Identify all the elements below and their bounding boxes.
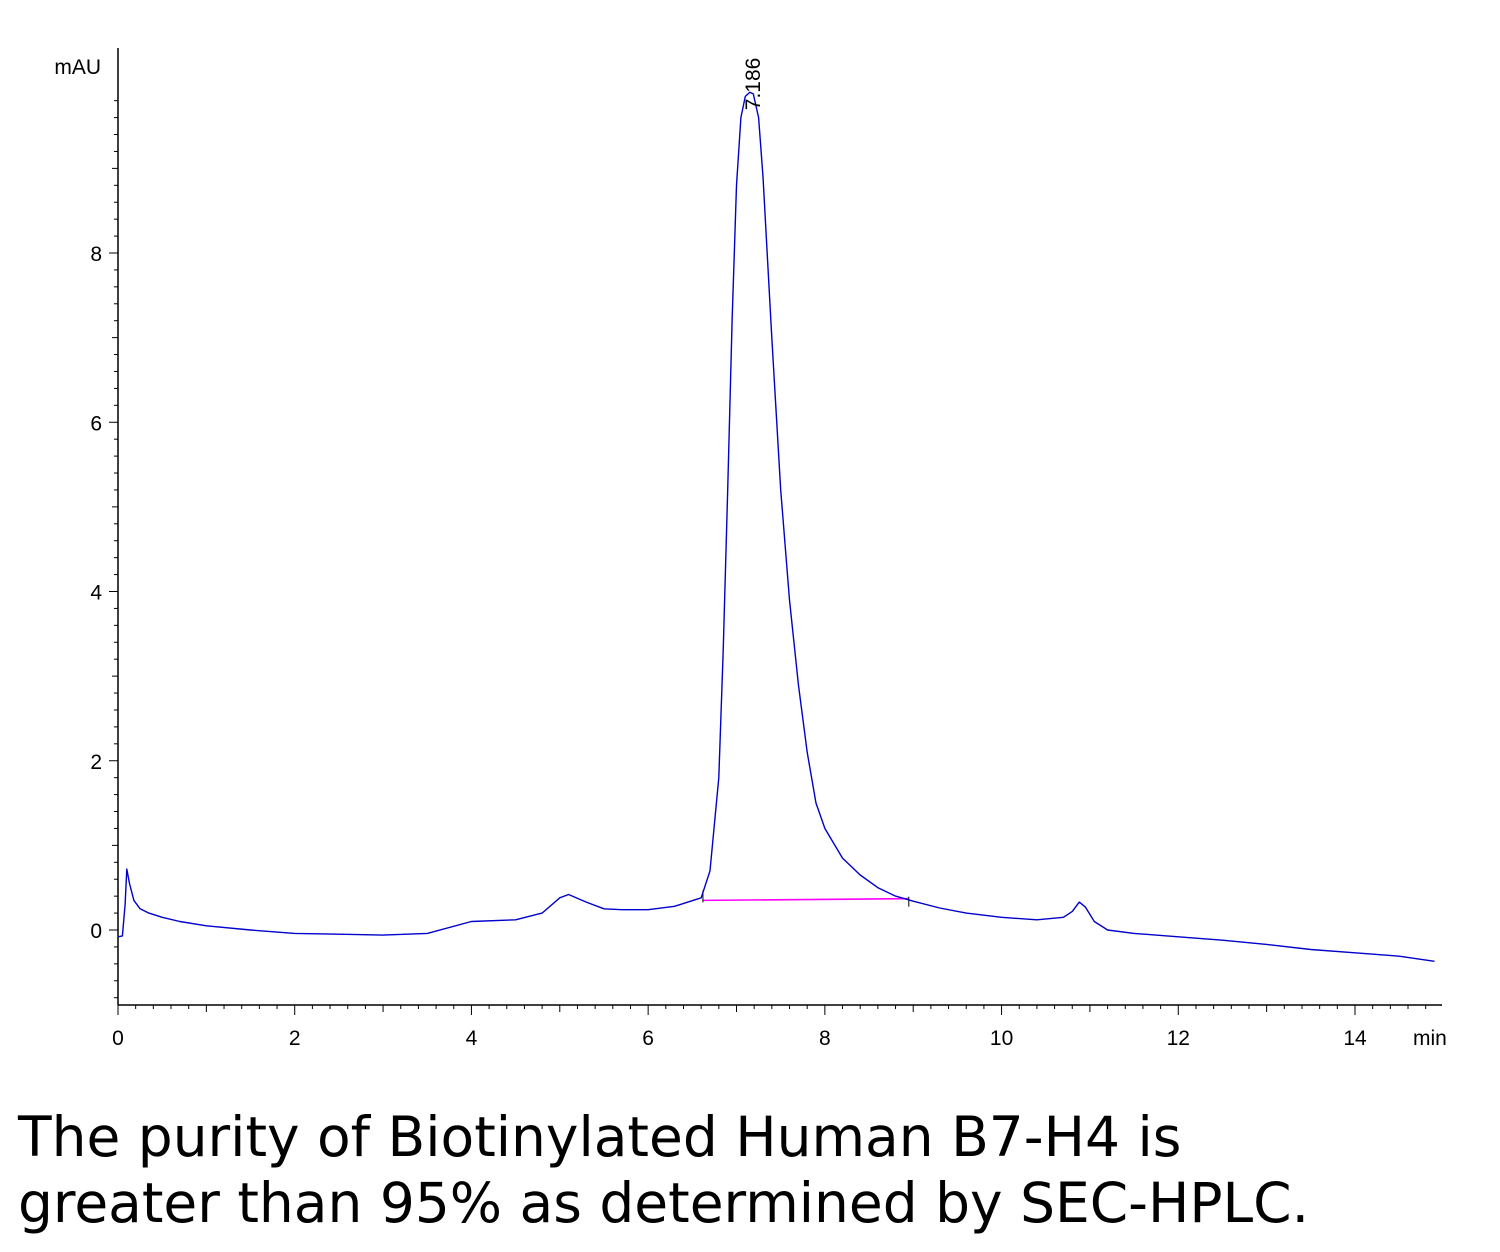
chromatogram: 0 2 4 6 8 0 2 4 6 8 10 12 14 mAU min 7.186: [54, 48, 1447, 1050]
y-tick-label: 4: [90, 582, 102, 605]
y-axis-unit-label: mAU: [54, 56, 101, 79]
x-tick-label: 6: [642, 1027, 654, 1050]
axes: [117, 48, 1442, 1006]
peak-retention-time-label: 7.186: [742, 58, 765, 111]
y-tick-label: 6: [90, 412, 102, 435]
caption-line-2: greater than 95% as determined by SEC-HP…: [18, 1171, 1310, 1235]
x-tick-label: 12: [1167, 1027, 1190, 1050]
y-ticks: 0 2 4 6 8: [90, 100, 118, 999]
y-tick-label: 0: [90, 920, 102, 943]
x-tick-label: 2: [289, 1027, 301, 1050]
x-axis-unit-label: min: [1413, 1027, 1447, 1050]
x-tick-label: 8: [819, 1027, 831, 1050]
plot-area: 7.186: [117, 58, 1435, 962]
x-tick-label: 4: [466, 1027, 478, 1050]
integration-baseline: [702, 897, 909, 902]
chromatogram-svg: 0 2 4 6 8 0 2 4 6 8 10 12 14 mAU min 7.186: [54, 48, 1447, 1050]
y-tick-label: 2: [90, 751, 102, 774]
x-tick-label: 14: [1343, 1027, 1367, 1050]
y-tick-label: 8: [90, 243, 102, 266]
x-tick-label: 10: [990, 1027, 1013, 1050]
signal-trace: [117, 91, 1435, 962]
x-ticks: 0 2 4 6 8 10 12 14: [112, 1005, 1427, 1050]
caption-line-1: The purity of Biotinylated Human B7-H4 i…: [18, 1105, 1182, 1169]
x-tick-label: 0: [112, 1027, 124, 1050]
purity-caption: The purity of Biotinylated Human B7-H4 i…: [18, 1104, 1488, 1236]
